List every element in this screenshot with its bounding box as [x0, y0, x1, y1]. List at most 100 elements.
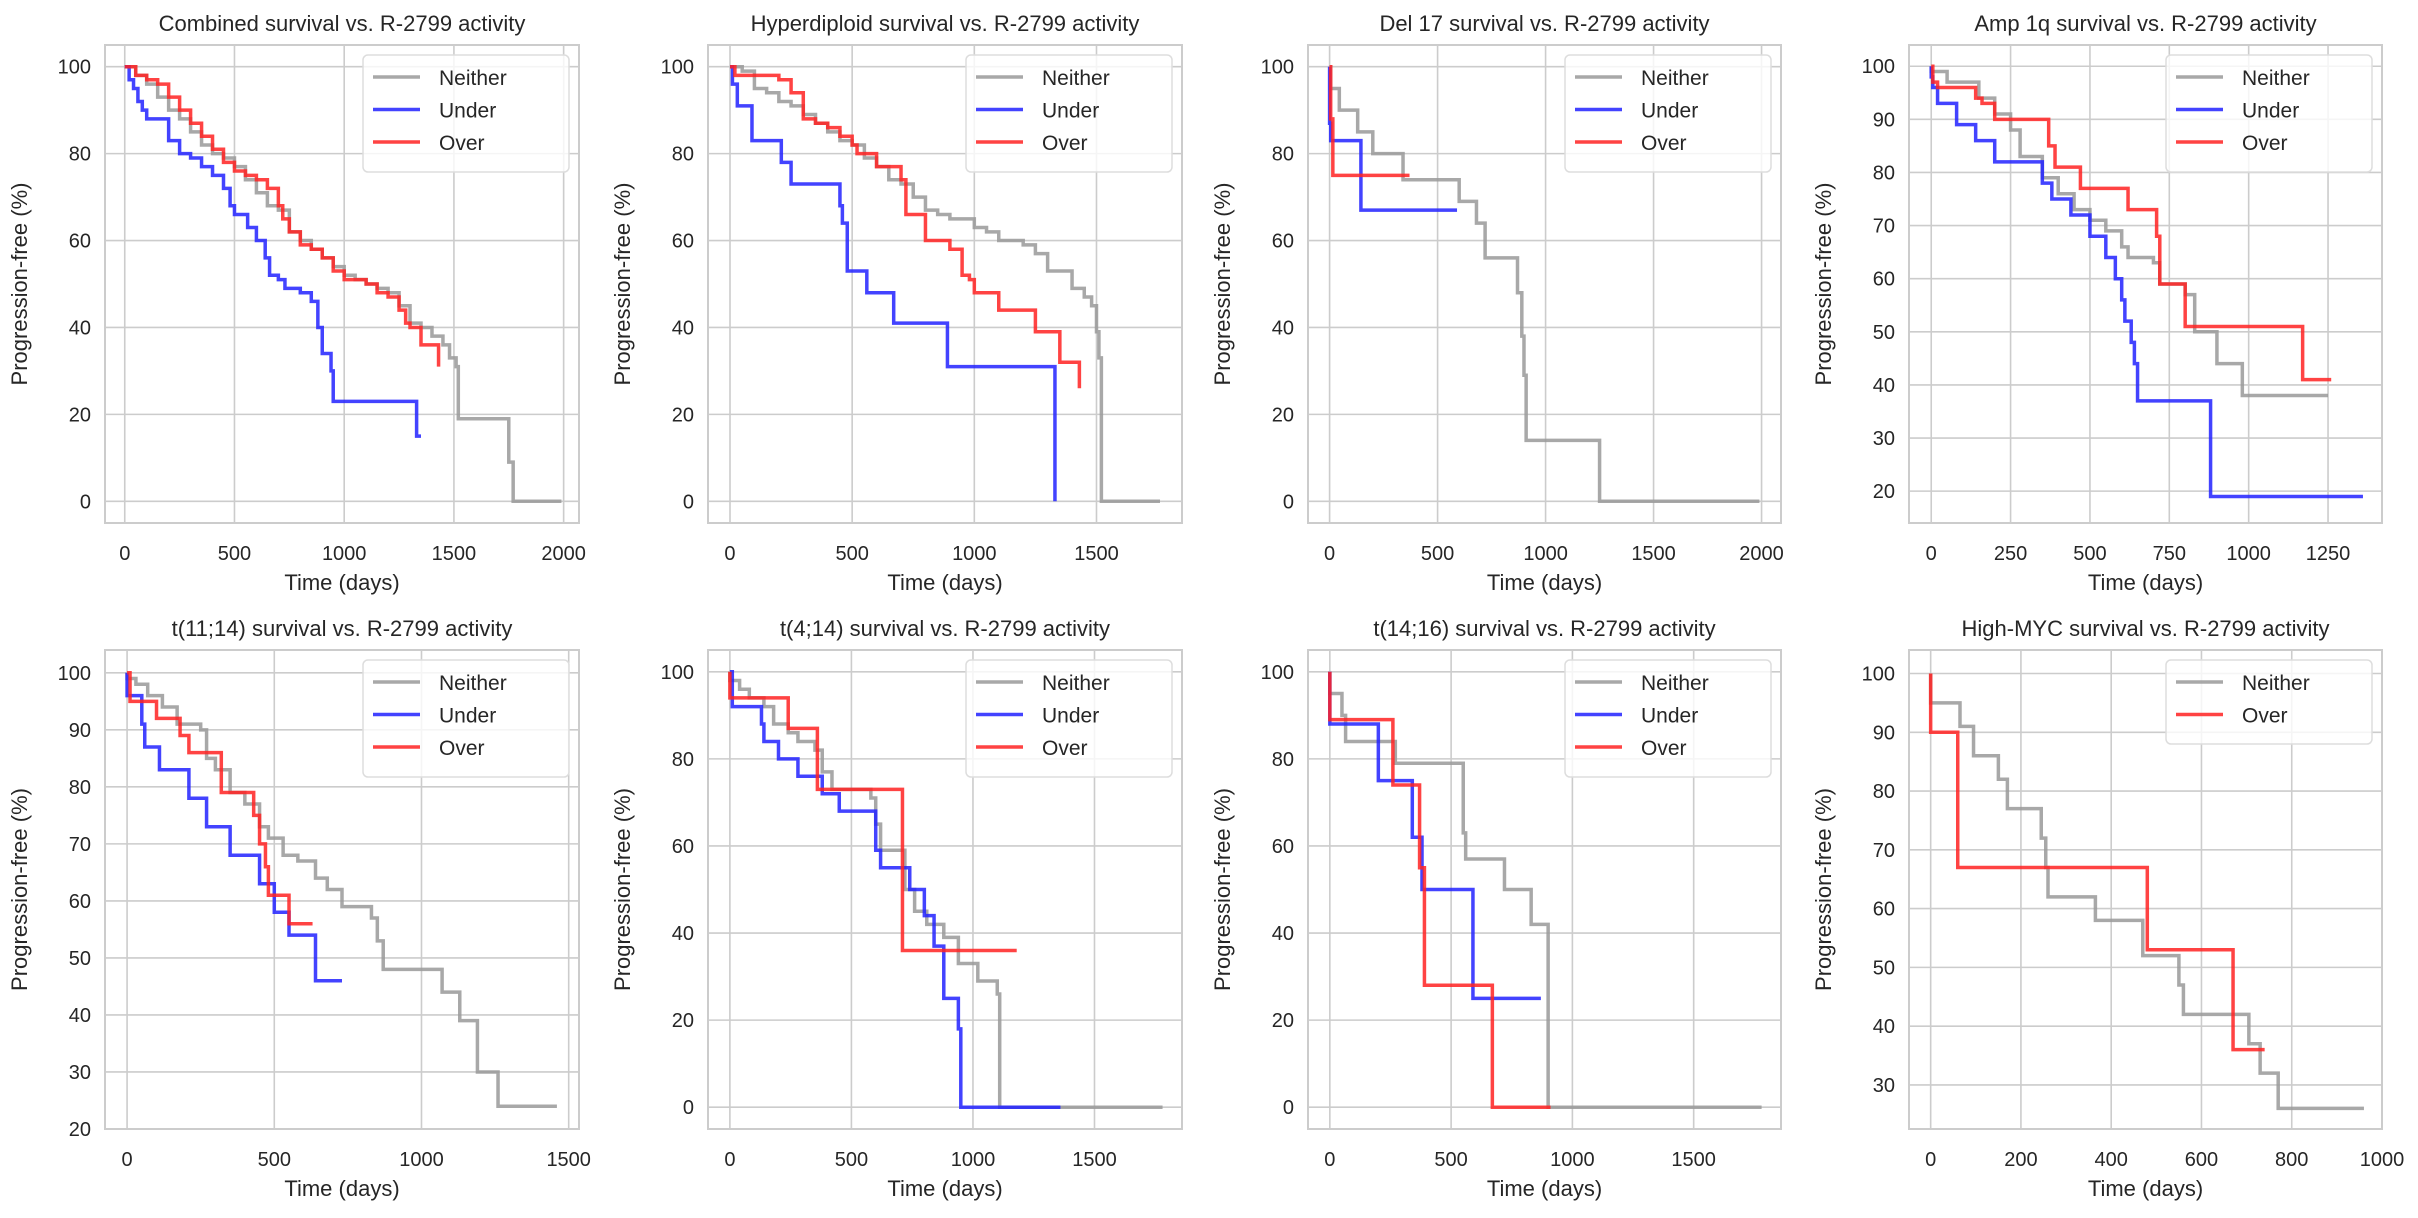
legend: Neither Under Over — [965, 659, 1173, 778]
legend-label: Neither — [439, 67, 507, 90]
x-axis-label: Time (days) — [887, 570, 1002, 595]
x-tick-label: 500 — [1434, 1149, 1467, 1171]
x-tick-label: 1000 — [399, 1149, 444, 1171]
x-tick-label: 800 — [2275, 1149, 2308, 1171]
y-tick-label: 100 — [661, 57, 694, 79]
legend-label: Under — [1042, 705, 1099, 728]
axes-frame — [104, 649, 580, 1130]
series-line-over — [728, 671, 1017, 953]
x-tick-label: 750 — [2153, 543, 2186, 565]
x-axis-label: Time (days) — [887, 1176, 1002, 1201]
x-tick-label: 0 — [1926, 543, 1937, 565]
panel-5: 0 500 1000 1500 20 30 40 50 60 70 80 90 100 t(11;14) … — [7, 616, 591, 1201]
x-tick-label: 600 — [2185, 1149, 2218, 1171]
y-tick-label: 60 — [1873, 899, 1895, 921]
series-line-neither — [729, 64, 1161, 504]
y-tick-label: 60 — [69, 231, 91, 253]
legend-label: Neither — [1641, 672, 1709, 695]
x-tick-label: 0 — [122, 1149, 133, 1171]
series-line-over — [1931, 64, 2332, 382]
y-tick-label: 100 — [1862, 56, 1895, 78]
y-tick-label: 20 — [672, 404, 694, 426]
y-tick-label: 40 — [1873, 1016, 1895, 1038]
axes-frame — [1307, 649, 1782, 1130]
legend: Neither Under Over — [362, 54, 570, 173]
y-axis-label: Progression-free (%) — [1811, 788, 1836, 991]
x-tick-label: 1500 — [1074, 543, 1119, 565]
series-line-over — [1328, 64, 1410, 178]
legend-label: Over — [2242, 705, 2288, 728]
legend-label: Over — [1641, 737, 1687, 760]
y-tick-label: 30 — [69, 1062, 91, 1084]
panel-3: 0 500 1000 1500 2000 0 20 40 60 80 100 Del 17 survi… — [1210, 11, 1784, 595]
y-axis-label: Progression-free (%) — [7, 788, 32, 991]
legend-label: Neither — [2242, 672, 2310, 695]
y-tick-label: 60 — [1873, 269, 1895, 291]
y-tick-label: 80 — [1272, 749, 1294, 771]
legend-label: Over — [439, 132, 485, 155]
x-tick-label: 500 — [835, 543, 868, 565]
series-line-neither — [728, 671, 1163, 1109]
x-tick-label: 500 — [258, 1149, 291, 1171]
y-tick-label: 20 — [672, 1010, 694, 1032]
x-axis-label: Time (days) — [1487, 570, 1602, 595]
y-tick-label: 0 — [80, 491, 91, 513]
legend: Neither Under Over — [965, 54, 1173, 173]
y-axis-label: Progression-free (%) — [1210, 183, 1235, 386]
y-tick-label: 100 — [58, 57, 91, 79]
x-tick-label: 1500 — [1631, 543, 1676, 565]
axes-frame — [1908, 649, 2383, 1130]
axes-frame — [707, 44, 1183, 524]
x-tick-label: 0 — [1324, 1149, 1335, 1171]
legend: Neither Under Over — [1564, 659, 1772, 778]
y-tick-label: 0 — [683, 491, 694, 513]
axes-frame — [707, 649, 1183, 1130]
y-tick-label: 50 — [1873, 957, 1895, 979]
y-tick-label: 40 — [69, 1005, 91, 1027]
x-tick-label: 1500 — [432, 543, 477, 565]
y-tick-label: 60 — [672, 231, 694, 253]
y-tick-label: 40 — [1873, 375, 1895, 397]
y-axis-label: Progression-free (%) — [610, 183, 635, 386]
legend-label: Under — [439, 705, 496, 728]
x-tick-label: 500 — [2073, 543, 2106, 565]
y-tick-label: 0 — [1283, 491, 1294, 513]
y-tick-label: 100 — [1261, 662, 1294, 684]
y-tick-label: 80 — [69, 777, 91, 799]
y-tick-label: 20 — [1272, 1010, 1294, 1032]
legend-label: Over — [439, 737, 485, 760]
series-line-over — [124, 64, 441, 367]
series-line-under — [1327, 66, 1458, 212]
x-tick-label: 0 — [1925, 1149, 1936, 1171]
legend-label: Over — [1042, 132, 1088, 155]
series-line-neither — [1328, 671, 1762, 1109]
y-tick-label: 40 — [69, 317, 91, 339]
x-tick-label: 1000 — [1523, 543, 1568, 565]
y-tick-label: 40 — [1272, 923, 1294, 945]
x-axis-label: Time (days) — [2088, 570, 2203, 595]
y-tick-label: 70 — [1873, 840, 1895, 862]
panel-title: High-MYC survival vs. R-2799 activity — [1962, 616, 2330, 641]
panel-7: 0 500 1000 1500 0 20 40 60 80 100 t(14;16) surviva… — [1210, 616, 1782, 1201]
x-tick-label: 1000 — [952, 543, 997, 565]
x-tick-label: 1000 — [322, 543, 367, 565]
panel-title: Combined survival vs. R-2799 activity — [159, 11, 526, 36]
y-tick-label: 70 — [69, 834, 91, 856]
legend: Neither Under Over — [1564, 54, 1772, 173]
series-line-under — [729, 670, 1061, 1109]
y-tick-label: 80 — [672, 144, 694, 166]
y-tick-label: 80 — [1272, 144, 1294, 166]
y-tick-label: 100 — [1862, 664, 1895, 686]
series-line-neither — [1328, 64, 1760, 504]
panel-title: Del 17 survival vs. R-2799 activity — [1379, 11, 1709, 36]
axes-frame — [1307, 44, 1782, 524]
y-axis-label: Progression-free (%) — [1811, 183, 1836, 386]
x-tick-label: 500 — [218, 543, 251, 565]
y-axis-label: Progression-free (%) — [1210, 788, 1235, 991]
panel-title: Amp 1q survival vs. R-2799 activity — [1974, 11, 2316, 36]
y-tick-label: 30 — [1873, 428, 1895, 450]
y-tick-label: 20 — [1873, 481, 1895, 503]
y-tick-label: 80 — [1873, 162, 1895, 184]
x-tick-label: 250 — [1994, 543, 2027, 565]
series-line-over — [1328, 671, 1551, 1109]
